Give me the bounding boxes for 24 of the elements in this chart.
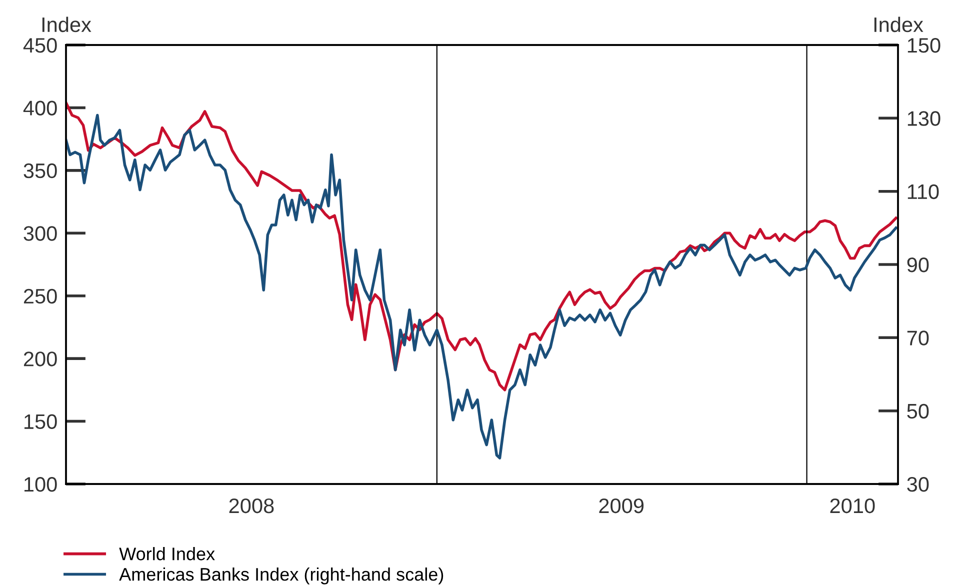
y2-tick-label: 30: [907, 477, 929, 492]
y2-axis-title: Index: [874, 16, 924, 32]
legend-label: Americas Banks Index (right-hand scale): [119, 568, 444, 584]
y2-tick-label: 50: [907, 404, 929, 419]
x-tick-label: 2008: [229, 498, 274, 514]
y-tick-label: 200: [24, 352, 57, 366]
y2-tick-label: 70: [907, 330, 929, 346]
y2-tick-label: 90: [907, 258, 929, 272]
y-tick-label: 100: [24, 477, 57, 492]
y-tick-label: 350: [24, 163, 57, 178]
y-tick-label: 150: [24, 414, 57, 430]
y2-tick-label: 110: [908, 184, 939, 200]
y-tick-label: 300: [24, 226, 57, 241]
y2-tick-label: 130: [908, 111, 940, 126]
legend-label: World Index: [119, 547, 215, 560]
line-series: [66, 101, 898, 392]
y2-tick-label: 150: [908, 38, 940, 53]
y-axis-title: Index: [42, 16, 92, 32]
x-tick-label: 2009: [599, 498, 644, 514]
y-tick-label: 250: [24, 288, 57, 304]
x-tick-label: 2010: [830, 498, 875, 514]
y-tick-label: 450: [23, 38, 57, 53]
y-tick-label: 400: [23, 100, 57, 116]
line-series: [66, 114, 898, 460]
